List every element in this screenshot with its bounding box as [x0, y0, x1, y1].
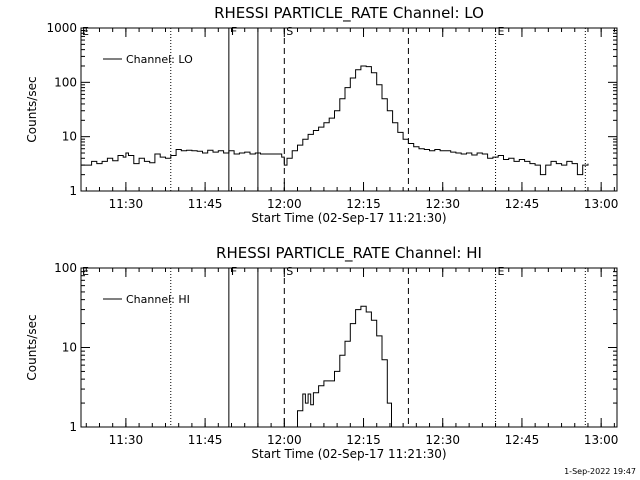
event-marker-label: F — [231, 25, 237, 38]
chart-panel-1: RHESSI PARTICLE_RATE Channel: HI 11:30 11:… — [25, 244, 618, 461]
legend-label: Channel: HI — [126, 293, 190, 306]
y-tick-label: 10 — [62, 130, 77, 144]
x-tick-label: 11:30 — [109, 433, 144, 447]
x-axis-label: Start Time (02-Sep-17 11:21:30) — [251, 211, 446, 225]
y-axis-label: Counts/sec — [25, 76, 39, 142]
x-tick-label: 13:00 — [584, 197, 619, 211]
event-marker-label: F — [231, 265, 237, 278]
x-tick-label: 11:45 — [188, 197, 223, 211]
legend-label: Channel: LO — [126, 53, 193, 66]
footer-timestamp: 1-Sep-2022 19:47 — [564, 467, 636, 476]
y-tick-label: 100 — [54, 261, 77, 275]
series-line — [292, 305, 392, 428]
chart-title: RHESSI PARTICLE_RATE Channel: LO — [214, 4, 484, 23]
x-tick-label: 12:15 — [346, 433, 381, 447]
x-tick-label: 12:45 — [505, 433, 540, 447]
y-tick-label: 1000 — [46, 21, 77, 35]
x-tick-label: 13:00 — [584, 433, 619, 447]
event-marker-label: S — [286, 25, 293, 38]
x-tick-label: 11:30 — [109, 197, 144, 211]
plot-frame — [80, 27, 618, 192]
event-marker-label: E — [498, 25, 505, 38]
y-tick-label: 1 — [69, 184, 77, 198]
x-tick-label: 12:45 — [505, 197, 540, 211]
x-tick-label: 12:15 — [346, 197, 381, 211]
x-axis-label: Start Time (02-Sep-17 11:21:30) — [251, 447, 446, 461]
event-marker-label: S — [286, 265, 293, 278]
plot-frame — [80, 267, 618, 428]
x-tick-label: 12:30 — [425, 197, 460, 211]
x-tick-label: 12:30 — [425, 433, 460, 447]
y-tick-label: 100 — [54, 75, 77, 89]
corner-marker-label: E — [82, 25, 89, 38]
corner-marker-label: E — [82, 265, 89, 278]
y-tick-label: 10 — [62, 341, 77, 355]
x-tick-label: 11:45 — [188, 433, 223, 447]
event-marker-label: E — [498, 265, 505, 278]
series-line — [81, 65, 589, 176]
x-tick-label: 12:00 — [267, 433, 302, 447]
x-tick-label: 12:00 — [267, 197, 302, 211]
y-tick-label: 1 — [69, 420, 77, 434]
chart-panel-0: RHESSI PARTICLE_RATE Channel: LO 11:30 11:… — [25, 4, 618, 225]
y-axis-label: Counts/sec — [25, 314, 39, 380]
chart-title: RHESSI PARTICLE_RATE Channel: HI — [216, 244, 482, 263]
